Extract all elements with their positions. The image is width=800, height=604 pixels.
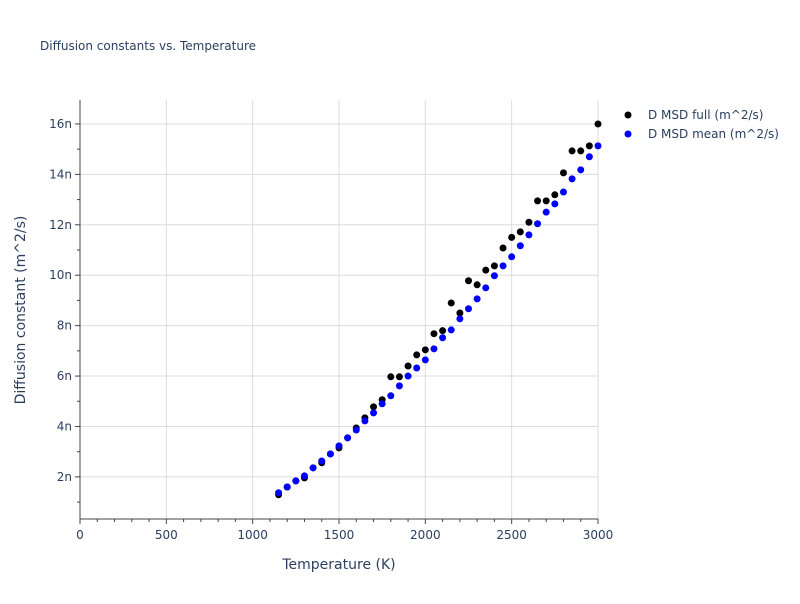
legend-label-mean: D MSD mean (m^2/s) (648, 127, 779, 141)
point-d-msd-mean (559, 188, 567, 196)
point-d-msd-mean (447, 326, 455, 334)
point-d-msd-mean (275, 489, 283, 497)
point-d-msd-mean (309, 464, 317, 472)
point-d-msd-full (465, 277, 472, 285)
point-d-msd-mean (542, 208, 550, 216)
point-d-msd-mean (352, 426, 360, 434)
point-d-msd-full (594, 120, 602, 128)
point-d-msd-full (395, 373, 403, 381)
data-points (275, 120, 602, 499)
point-d-msd-mean (568, 175, 576, 183)
point-d-msd-full (456, 309, 464, 317)
x-tick-label: 1000 (237, 528, 268, 542)
point-d-msd-full (404, 362, 412, 370)
point-d-msd-mean (387, 392, 395, 400)
x-tick-label: 500 (155, 528, 178, 542)
y-tick-label: 14n (49, 167, 72, 181)
y-tick-label: 16n (49, 117, 72, 131)
legend-item-mean[interactable]: D MSD mean (m^2/s) (624, 127, 779, 141)
legend-marker-full (624, 111, 632, 119)
point-d-msd-mean (421, 356, 429, 364)
x-tick-label: 2500 (496, 528, 527, 542)
point-d-msd-full (525, 218, 533, 226)
point-d-msd-mean (292, 477, 300, 485)
point-d-msd-full (447, 299, 455, 307)
point-d-msd-mean (473, 295, 481, 303)
point-d-msd-mean (577, 166, 585, 174)
x-tick-label: 1500 (324, 528, 355, 542)
point-d-msd-mean (430, 345, 438, 353)
x-axis-label: Temperature (K) (281, 557, 395, 573)
point-d-msd-mean (283, 483, 291, 491)
y-tick-label: 6n (57, 369, 72, 383)
x-tick-label: 3000 (583, 528, 614, 542)
axes: 0 500 1000 1500 2000 2500 3000 2n 4n 6n 8n 10n 12n 14… (49, 100, 613, 542)
point-d-msd-full (499, 244, 507, 252)
point-d-msd-full (559, 169, 567, 177)
point-d-msd-mean (499, 262, 507, 270)
y-tick-label: 8n (57, 319, 72, 333)
point-d-msd-mean (404, 372, 412, 380)
legend-label-full: D MSD full (m^2/s) (648, 108, 763, 122)
point-d-msd-full (516, 228, 524, 236)
point-d-msd-mean (378, 400, 386, 408)
point-d-msd-mean (318, 457, 326, 465)
point-d-msd-full (542, 197, 550, 205)
point-d-msd-mean (465, 305, 472, 313)
point-d-msd-mean (395, 382, 403, 390)
point-d-msd-full (473, 281, 481, 289)
point-d-msd-mean (525, 231, 533, 239)
point-d-msd-mean (490, 272, 498, 280)
point-d-msd-full (430, 330, 438, 338)
y-tick-label: 10n (49, 268, 72, 282)
y-tick-label: 4n (57, 419, 72, 433)
point-d-msd-mean (456, 315, 464, 323)
point-d-msd-mean (585, 153, 593, 161)
chart-title: Diffusion constants vs. Temperature (40, 39, 256, 53)
point-d-msd-mean (534, 220, 542, 228)
point-d-msd-mean (361, 417, 369, 425)
y-tick-label: 12n (49, 218, 72, 232)
point-d-msd-mean (413, 364, 421, 372)
y-tick-label: 2n (57, 470, 72, 484)
grid (80, 100, 599, 519)
point-d-msd-full (490, 262, 498, 270)
point-d-msd-full (585, 142, 593, 150)
point-d-msd-full (568, 147, 576, 155)
point-d-msd-full (534, 197, 542, 205)
point-d-msd-mean (482, 284, 490, 292)
point-d-msd-mean (594, 142, 602, 150)
point-d-msd-full (370, 403, 378, 411)
x-tick-label: 0 (76, 528, 84, 542)
x-tick-label: 2000 (410, 528, 441, 542)
point-d-msd-full (413, 351, 421, 359)
point-d-msd-full (421, 346, 429, 354)
point-d-msd-full (482, 266, 490, 274)
legend-item-full[interactable]: D MSD full (m^2/s) (624, 108, 764, 122)
point-d-msd-full (387, 373, 395, 381)
legend-marker-mean (624, 130, 632, 138)
y-axis-label: Diffusion constant (m^2/s) (13, 216, 29, 405)
point-d-msd-full (439, 327, 447, 335)
point-d-msd-mean (370, 409, 378, 417)
point-d-msd-mean (516, 242, 524, 250)
point-d-msd-full (577, 147, 585, 155)
point-d-msd-mean (335, 442, 343, 450)
point-d-msd-mean (344, 434, 352, 442)
legend[interactable]: D MSD full (m^2/s) D MSD mean (m^2/s) (624, 108, 779, 141)
point-d-msd-mean (326, 450, 334, 458)
point-d-msd-full (551, 191, 559, 199)
point-d-msd-mean (551, 200, 559, 208)
point-d-msd-mean (439, 334, 447, 342)
point-d-msd-mean (508, 253, 516, 261)
point-d-msd-mean (300, 472, 308, 480)
point-d-msd-full (508, 233, 516, 241)
